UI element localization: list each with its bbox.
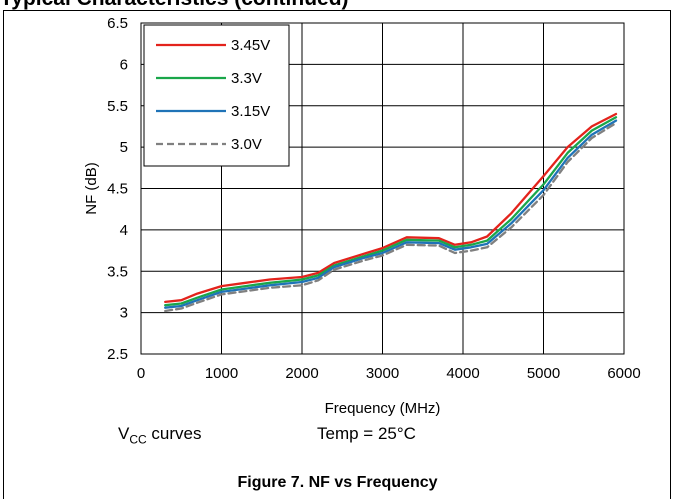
x-tick-label: 3000 [366, 365, 399, 382]
series-line-3.0V [164, 121, 618, 313]
x-tick-label: 2000 [285, 365, 318, 382]
y-tick-label: 6 [120, 56, 128, 73]
legend: 3.45V 3.3V 3.15V 3.0V [143, 24, 290, 167]
y-axis-label: NF (dB) [83, 162, 100, 215]
y-tick-label: 2.5 [107, 346, 128, 363]
y-tick-label: 3.5 [107, 263, 128, 280]
y-tick-label: 5.5 [107, 98, 128, 115]
legend-label: 3.0V [231, 136, 262, 153]
y-tick-label: 4.5 [107, 181, 128, 198]
plot-area [140, 22, 625, 355]
x-tick-label: 0 [137, 365, 145, 382]
temperature-note: Temp = 25°C [317, 424, 416, 443]
y-tick-label: 6.5 [107, 15, 128, 32]
y-tick-label: 4 [120, 222, 128, 239]
section-title: Typical Characteristics (continued) [0, 0, 349, 11]
x-tick-label: 5000 [527, 365, 560, 382]
x-tick-label: 6000 [607, 365, 640, 382]
legend-label: 3.45V [231, 37, 270, 54]
x-axis-label: Frequency (MHz) [325, 400, 441, 417]
x-tick-label: 4000 [446, 365, 479, 382]
x-tick-label: 1000 [205, 365, 238, 382]
vcc-curves-note: VCC curves [118, 424, 201, 446]
y-tick-label: 3 [120, 305, 128, 322]
series-line-3.15V [164, 119, 618, 309]
figure-caption: Figure 7. NF vs Frequency [237, 474, 438, 491]
vcc-curves-text: curves [146, 424, 202, 443]
series-lines [164, 112, 618, 313]
legend-label: 3.3V [231, 70, 262, 87]
y-tick-label: 5 [120, 139, 128, 156]
figure-frame [3, 10, 671, 499]
series-line-3.3V [164, 116, 618, 307]
series-line-3.45V [164, 112, 618, 304]
legend-box [143, 24, 290, 167]
legend-label: 3.15V [231, 103, 270, 120]
vcc-subscript: CC [129, 432, 147, 447]
tick-labels: 0 1000 2000 3000 4000 5000 6000 2.5 3 3.5 4 4.5 5 5.5… [107, 15, 641, 382]
vcc-symbol: V [118, 424, 130, 443]
